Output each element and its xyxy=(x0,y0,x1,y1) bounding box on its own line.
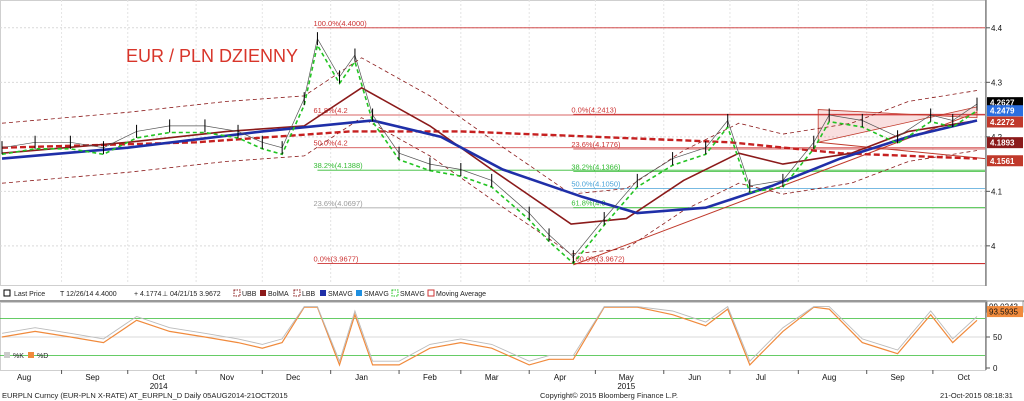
stoch-d-icon xyxy=(28,352,34,358)
legend: Last Price T 12/26/14 4.4000 + 4.1774 ⊥ … xyxy=(0,287,540,300)
x-tick-label-2: Oct xyxy=(152,373,165,382)
legend-high: T 12/26/14 4.4000 xyxy=(60,291,117,298)
stoch-legend-k: %K xyxy=(13,353,24,360)
x-tick-label-7: Mar xyxy=(485,373,499,382)
price-tick-label-1: 4.1 xyxy=(991,187,1003,196)
stoch-tag-lower: 93.5935 xyxy=(989,308,1018,317)
legend-ubb: UBB xyxy=(242,291,257,298)
bolma-icon xyxy=(260,290,266,296)
legend-background xyxy=(0,287,540,300)
price-tag-bg-current xyxy=(987,97,1023,109)
time-axis: Aug Sep Oct Nov Dec Jan Feb Mar Apr May Jun Jul Aug S… xyxy=(17,370,971,391)
fib-upper-label-4: 23.6%(4.0697) xyxy=(313,199,363,208)
legend-smavg-3: SMAVG xyxy=(400,291,425,298)
chart-annotation-title: EUR / PLN DZIENNY xyxy=(126,46,298,66)
x-tick-label-6: Feb xyxy=(423,373,437,382)
x-year-label-1: 2015 xyxy=(617,382,635,391)
stoch-d-line xyxy=(1,306,978,367)
legend-smavg-1: SMAVG xyxy=(328,291,353,298)
lbb-icon xyxy=(293,289,301,297)
series-last-price xyxy=(1,37,978,258)
fib-lower-label-1: 23.6%(4.1776) xyxy=(571,140,621,149)
series-smavg-green xyxy=(1,43,978,265)
x-year-label-0: 2014 xyxy=(150,382,168,391)
price-tag-bg-red xyxy=(987,116,1023,128)
smavg-lightblue-icon xyxy=(356,290,362,296)
stoch-tag-lower-bg xyxy=(987,306,1023,318)
price-tag-current: 4.2627 xyxy=(990,99,1015,108)
fib-lower-label-0: 0.0%(4.2413) xyxy=(571,105,617,114)
stoch-panel-frame xyxy=(0,302,986,371)
price-tag-darkred: 4.1893 xyxy=(990,139,1015,148)
stoch-legend-d: %D xyxy=(37,353,48,360)
legend-low: ⊥ 04/21/15 3.9672 xyxy=(162,291,221,298)
footer-timestamp: 21-Oct-2015 08:18:31 xyxy=(940,391,1013,400)
x-tick-label-4: Dec xyxy=(286,373,300,382)
candle-icon xyxy=(3,289,11,297)
price-candles xyxy=(1,32,978,264)
stochastic-panel: 05099.024393.5935%K%D xyxy=(0,300,1024,373)
ubb-icon xyxy=(233,289,241,297)
trendlines xyxy=(573,106,986,266)
price-tick-label-0: 4 xyxy=(991,242,996,251)
x-tick-label-12: Aug xyxy=(822,373,836,382)
smavg-blue-icon xyxy=(320,290,326,296)
stoch-k-icon xyxy=(4,352,10,358)
legend-last-price: Last Price xyxy=(14,291,45,298)
price-tag-red: 4.2272 xyxy=(990,118,1015,127)
fib-upper-label-5: 0.0%(3.9677) xyxy=(313,254,359,263)
x-tick-label-14: Oct xyxy=(958,373,971,382)
stoch-k-line xyxy=(1,305,978,363)
trendline-lower xyxy=(818,141,986,160)
stoch-tick-label-1: 50 xyxy=(993,333,1002,342)
ma-icon xyxy=(427,289,435,297)
fib-upper-label-2: 50.0%(4.2 xyxy=(313,139,347,148)
price-tag-bg-darkred xyxy=(987,137,1023,149)
price-tick-label-4: 4.4 xyxy=(991,24,1003,33)
fib-lower-label-4: 61.8%(4.0 xyxy=(571,199,605,208)
fib-lower-label-5: 100.0%(3.9672) xyxy=(571,255,625,264)
fib-upper-label-1: 61.8%(4.2 xyxy=(313,106,347,115)
series-smavg-blue xyxy=(1,119,978,215)
legend-smavg-2: SMAVG xyxy=(364,291,389,298)
series-bolma xyxy=(1,86,978,225)
price-tag-blue: 4.2479 xyxy=(990,107,1015,116)
x-tick-label-10: Jun xyxy=(688,373,701,382)
smavg-green-icon xyxy=(391,289,399,297)
x-tick-label-11: Jul xyxy=(756,373,766,382)
x-tick-label-13: Sep xyxy=(890,373,905,382)
x-tick-label-1: Sep xyxy=(85,373,100,382)
fib-lower-label-3: 50.0%(4.1050) xyxy=(571,180,621,189)
x-tick-label-0: Aug xyxy=(17,373,31,382)
x-tick-label-5: Jan xyxy=(355,373,368,382)
stoch-tick-label-0: 0 xyxy=(993,364,998,373)
legend-moving-average: Moving Average xyxy=(436,291,486,298)
legend-bolma: BolMA xyxy=(268,291,289,298)
x-tick-label-8: Apr xyxy=(554,373,567,382)
fib-lower-label-2: 38.2%(4.1366) xyxy=(571,162,621,171)
price-tag-bg-blue xyxy=(987,105,1023,117)
price-tag-bg-red2 xyxy=(987,155,1023,167)
x-tick-label-9: May xyxy=(619,373,634,382)
footer-copyright: Copyright© 2015 Bloomberg Finance L.P. xyxy=(540,391,678,400)
fib-upper-label-3: 38.2%(4.1388) xyxy=(313,161,363,170)
footer: EURPLN Curncy (EUR-PLN X-RATE) AT_EURPLN… xyxy=(2,391,1013,400)
moving-averages xyxy=(1,43,978,265)
price-tag-red2: 4.1561 xyxy=(990,157,1015,166)
series-smavg-red xyxy=(1,130,978,160)
x-tick-label-3: Nov xyxy=(220,373,234,382)
fib-upper-label-0: 100.0%(4.4000) xyxy=(313,19,367,28)
footer-security: EURPLN Curncy (EUR-PLN X-RATE) AT_EURPLN… xyxy=(2,391,288,400)
legend-mid: + 4.1774 xyxy=(134,291,162,298)
legend-lbb: LBB xyxy=(302,291,316,298)
price-tick-label-3: 4.3 xyxy=(991,78,1003,87)
fibonacci-levels: 100.0%(4.4000) 61.8%(4.2 50.0%(4.2 38.2%(4.… xyxy=(313,19,985,265)
